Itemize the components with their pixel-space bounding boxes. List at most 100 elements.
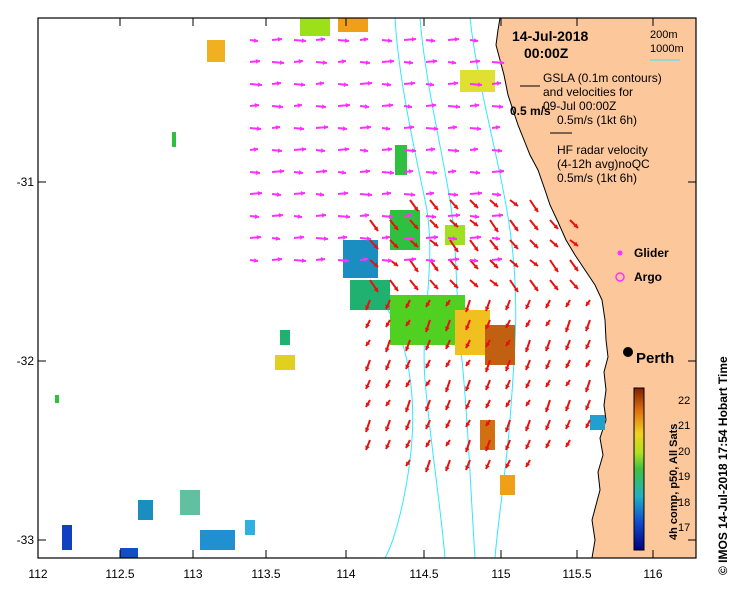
velocity-arrowhead [320,37,325,42]
velocity-arrowhead [525,383,530,388]
velocity-arrowhead [452,236,457,241]
velocity-arrowhead [413,285,418,290]
land-mass [495,17,697,559]
velocity-arrowhead [430,258,435,263]
velocity-arrowhead [433,205,438,210]
velocity-arrowhead [545,364,550,369]
velocity-arrowhead [432,58,437,64]
velocity-arrowhead [385,235,390,240]
velocity-arrowhead [405,364,410,369]
velocity-arrowhead [525,304,530,309]
velocity-arrowhead [545,443,550,448]
velocity-arrowhead [454,148,459,154]
velocity-arrowhead [363,257,368,262]
velocity-arrowhead [278,104,283,110]
velocity-arrowhead [387,38,392,43]
velocity-arrowhead [301,258,306,264]
velocity-arrowhead [300,82,305,88]
velocity-arrowhead [446,301,451,306]
velocity-arrowhead [513,226,518,231]
velocity-arrowhead [386,401,391,406]
velocity-arrowhead [389,58,394,64]
velocity-arrowhead [573,284,578,289]
velocity-arrowhead [255,59,260,64]
velocity-arrowhead [486,421,491,426]
hf-legend-line1: HF radar velocity [557,143,648,157]
velocity-arrowhead [453,204,458,209]
perth-marker-icon [623,347,633,357]
argo-legend-icon [615,272,625,282]
glider-legend-label: Glider [634,246,669,260]
velocity-arrowhead [255,170,260,175]
velocity-arrowhead [388,102,393,108]
velocity-arrowhead [504,427,510,432]
velocity-arrowhead [365,402,371,407]
velocity-arrowhead [526,401,531,406]
velocity-arrowhead [573,241,578,246]
velocity-arrowhead [505,305,510,310]
colorbar-tick: 22 [678,395,691,407]
velocity-arrowhead [505,366,510,371]
velocity-arrowhead [298,170,303,175]
gsla-legend-scale: 0.5m/s (1kt 6h) [557,113,638,127]
copyright-label: © IMOS 14-Jul-2018 17:54 Hobart Time [716,356,730,575]
velocity-arrowhead [410,80,415,86]
velocity-arrowhead [405,425,410,430]
velocity-arrowhead [385,304,390,309]
hf-legend-scale: 0.5m/s (1kt 6h) [557,171,638,185]
velocity-arrowhead [322,168,327,174]
velocity-arrowhead [342,235,347,240]
velocity-arrowhead [365,169,370,174]
velocity-arrowhead [473,147,478,152]
velocity-arrowhead [253,147,258,152]
colorbar-title: 4h comp, p50, All Sats [668,423,680,540]
x-tick-label: 113 [183,567,203,581]
velocity-arrowhead [279,168,284,174]
velocity-arrowhead [485,306,490,311]
velocity-arrowhead [322,60,327,66]
velocity-arrowhead [585,423,590,428]
velocity-arrowhead [364,104,369,109]
velocity-arrowhead [493,202,498,207]
velocity-arrowhead [497,148,502,153]
velocity-arrowhead [445,362,451,367]
velocity-arrowhead [455,212,460,218]
velocity-arrowhead [513,244,518,249]
velocity-arrowhead [276,192,281,197]
x-tick-label: 112.5 [105,567,135,581]
velocity-arrowhead [506,341,511,346]
velocity-arrowhead [256,234,261,240]
velocity-arrowhead [485,342,491,347]
velocity-arrowhead [429,191,434,196]
velocity-arrowhead [344,38,349,44]
velocity-arrowhead [584,387,590,392]
velocity-arrowhead [409,236,414,241]
velocity-arrowhead [405,346,410,351]
velocity-arrowhead [464,447,470,452]
velocity-arrowhead [300,190,305,196]
velocity-arrowhead [565,363,570,368]
x-tick-label: 115.5 [562,567,592,581]
velocity-arrowhead [476,126,481,132]
velocity-arrowhead [477,82,482,88]
velocity-arrowhead [393,225,398,230]
velocity-arrowhead [408,60,413,65]
velocity-arrowhead [389,170,394,176]
velocity-arrowhead [364,427,370,432]
velocity-arrowhead [424,327,430,332]
velocity-arrowhead [497,257,502,262]
velocity-arrowhead [277,37,282,42]
velocity-arrowhead [386,82,391,87]
velocity-arrowhead [257,82,262,88]
velocity-arrowhead [365,445,370,450]
velocity-arrowhead [533,243,538,248]
velocity-arrowhead [319,192,324,197]
velocity-arrowhead [453,265,458,270]
velocity-arrowhead [301,146,306,152]
velocity-arrowhead [343,82,348,87]
velocity-arrowhead [546,321,551,326]
velocity-arrowhead [453,81,458,86]
velocity-arrowhead [533,261,538,266]
velocity-arrowhead [451,169,456,174]
velocity-arrowhead [485,464,490,469]
